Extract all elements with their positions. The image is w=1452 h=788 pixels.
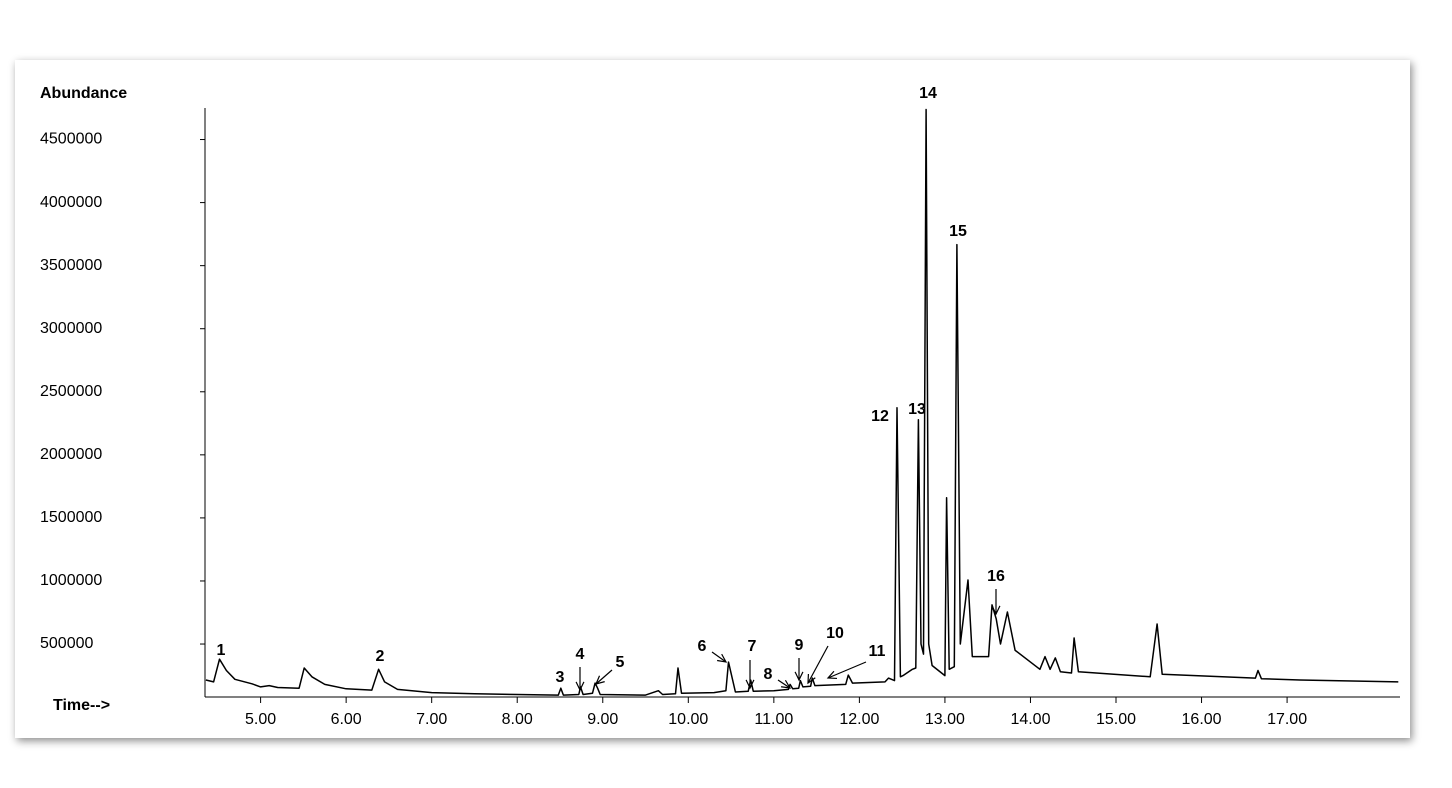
arrow-head: [991, 605, 1001, 616]
peak-label: 15: [949, 223, 967, 240]
x-tick-label: 16.00: [1182, 711, 1222, 728]
y-axis-label: Abundance: [40, 85, 127, 102]
x-tick-label: 10.00: [668, 711, 708, 728]
x-axis-label: Time-->: [53, 697, 110, 714]
y-tick-label: 500000: [40, 635, 93, 652]
y-tick-label: 4000000: [40, 194, 102, 211]
y-tick-label: 1500000: [40, 509, 102, 526]
arrow-head: [594, 675, 605, 685]
x-tick-label: 13.00: [925, 711, 965, 728]
arrow-head: [826, 670, 838, 680]
peak-label: 1: [217, 642, 226, 659]
x-tick-label: 17.00: [1267, 711, 1307, 728]
peak-label: 7: [748, 638, 757, 655]
peak-label: 2: [376, 648, 385, 665]
peak-label: 14: [919, 85, 937, 102]
x-tick-label: 15.00: [1096, 711, 1136, 728]
x-tick-label: 5.00: [245, 711, 276, 728]
arrow-head: [745, 679, 755, 690]
y-tick-label: 3000000: [40, 320, 102, 337]
peak-label: 6: [698, 638, 707, 655]
x-tick-label: 14.00: [1010, 711, 1050, 728]
x-tick-label: 8.00: [502, 711, 533, 728]
arrow-head: [807, 673, 816, 685]
chart-panel: [15, 60, 1410, 738]
peak-label: 12: [871, 408, 889, 425]
peak-label: 8: [764, 666, 773, 683]
arrow-line: [807, 645, 829, 684]
trace: [205, 108, 1399, 696]
arrow-head: [794, 671, 804, 682]
arrow-head: [717, 653, 728, 663]
arrow-line: [595, 669, 613, 685]
x-tick-label: 11.00: [754, 711, 793, 728]
arrow-head: [781, 679, 792, 689]
peak-label: 3: [556, 669, 565, 686]
peak-label: 4: [576, 646, 585, 663]
arrow-line: [711, 651, 727, 663]
arrow-line: [827, 661, 867, 679]
y-tick-label: 3500000: [40, 257, 102, 274]
peak-label: 10: [826, 625, 844, 642]
y-tick-label: 4500000: [40, 131, 102, 148]
x-tick-label: 9.00: [587, 711, 618, 728]
arrow-head: [575, 681, 585, 692]
peak-label: 11: [869, 643, 886, 660]
peak-label: 9: [795, 637, 804, 654]
peak-label: 5: [616, 654, 625, 671]
x-tick-label: 12.00: [839, 711, 879, 728]
y-tick-label: 2500000: [40, 383, 102, 400]
arrow-line: [777, 679, 791, 689]
x-tick-label: 7.00: [416, 711, 447, 728]
y-tick-label: 2000000: [40, 446, 102, 463]
peak-label: 16: [987, 568, 1005, 585]
x-tick-label: 6.00: [331, 711, 362, 728]
y-tick-label: 1000000: [40, 572, 102, 589]
peak-label: 13: [908, 401, 926, 418]
